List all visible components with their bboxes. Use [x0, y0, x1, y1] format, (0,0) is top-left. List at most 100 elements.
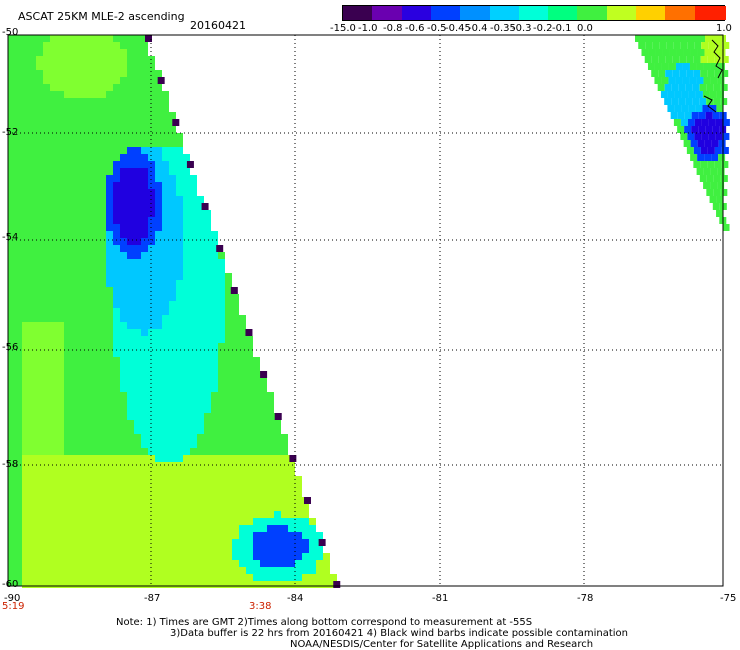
swath-cell: [155, 287, 162, 294]
swath-cell: [29, 259, 36, 266]
swath-cell: [71, 574, 78, 581]
swath-cell: [162, 539, 169, 546]
swath-cell: [155, 385, 162, 392]
swath-cell: [92, 154, 99, 161]
swath-cell: [50, 189, 57, 196]
swath-cell: [239, 476, 246, 483]
swath-cell: [148, 203, 155, 210]
swath-cell: [253, 420, 260, 427]
swath-cell: [43, 42, 50, 49]
swath-cell: [120, 98, 127, 105]
swath-cell: [246, 455, 253, 462]
swath-cell: [183, 371, 190, 378]
swath-cell: [36, 532, 43, 539]
swath-cell: [709, 196, 717, 203]
swath-cell: [183, 441, 190, 448]
swath-cell: [183, 322, 190, 329]
swath-cell: [717, 77, 725, 84]
swath-cell: [155, 518, 162, 525]
swath-cell: [169, 301, 176, 308]
swath-cell: [162, 441, 169, 448]
swath-cell: [664, 84, 672, 91]
swath-cell: [50, 406, 57, 413]
swath-cell: [716, 105, 724, 112]
swath-cell: [120, 336, 127, 343]
swath-cell: [274, 553, 281, 560]
swath-cell: [85, 168, 92, 175]
swath-cell: [22, 490, 29, 497]
swath-cell: [246, 392, 253, 399]
swath-cell: [43, 161, 50, 168]
swath-cell: [43, 308, 50, 315]
swath-cell: [648, 49, 656, 56]
swath-cell: [134, 203, 141, 210]
swath-cell: [711, 140, 719, 147]
swath-cell: [148, 385, 155, 392]
swath-cell: [190, 378, 197, 385]
swath-cell: [43, 259, 50, 266]
swath-cell: [127, 476, 134, 483]
swath-cell: [232, 413, 239, 420]
swath-cell: [120, 560, 127, 567]
swath-cell: [99, 196, 106, 203]
swath-cell: [64, 238, 71, 245]
swath-cell: [127, 56, 134, 63]
swath-cell: [22, 539, 29, 546]
swath-cell: [183, 399, 190, 406]
swath-cell: [204, 497, 211, 504]
swath-cell: [22, 315, 29, 322]
swath-cell: [127, 343, 134, 350]
swath-cell: [218, 455, 225, 462]
swath-cell: [43, 392, 50, 399]
swath-cell: [239, 532, 246, 539]
swath-cell: [71, 406, 78, 413]
product-title: ASCAT 25KM MLE-2 ascending: [18, 10, 185, 23]
swath-cell: [295, 546, 302, 553]
swath-cell: [85, 364, 92, 371]
swath-cell: [43, 70, 50, 77]
swath-cell: [155, 581, 162, 588]
swath-cell: [218, 364, 225, 371]
swath-cell: [267, 497, 274, 504]
swath-cell: [232, 364, 239, 371]
swath-cell: [176, 546, 183, 553]
swath-cell: [134, 567, 141, 574]
swath-cell: [57, 427, 64, 434]
swath-cell: [148, 273, 155, 280]
swath-cell: [148, 245, 155, 252]
swath-cell: [64, 567, 71, 574]
swath-cell: [274, 546, 281, 553]
swath-cell: [134, 364, 141, 371]
swath-cell: [162, 126, 169, 133]
swath-cell: [78, 217, 85, 224]
swath-cell: [155, 539, 162, 546]
swath-cell: [78, 385, 85, 392]
swath-cell: [29, 301, 36, 308]
swath-cell: [690, 49, 698, 56]
swath-cell: [36, 210, 43, 217]
swath-cell: [253, 469, 260, 476]
swath-cell: [92, 140, 99, 147]
swath-cell: [204, 420, 211, 427]
swath-cell: [106, 469, 113, 476]
swath-cell: [22, 35, 29, 42]
swath-cell: [134, 399, 141, 406]
swath-cell: [71, 301, 78, 308]
swath-cell: [85, 441, 92, 448]
swath-cell: [190, 238, 197, 245]
swath-cell: [183, 581, 190, 588]
swath-cell: [239, 336, 246, 343]
swath-cell: [134, 420, 141, 427]
swath-cell: [661, 63, 669, 70]
swath-cell: [29, 504, 36, 511]
swath-cell: [183, 182, 190, 189]
swath-cell: [92, 238, 99, 245]
swath-cell: [57, 539, 64, 546]
swath-cell: [288, 574, 295, 581]
swath-cell: [106, 196, 113, 203]
swath-cell: [127, 238, 134, 245]
swath-cell: [106, 189, 113, 196]
swath-cell: [120, 539, 127, 546]
swath-cell: [134, 280, 141, 287]
swath-cell: [190, 560, 197, 567]
